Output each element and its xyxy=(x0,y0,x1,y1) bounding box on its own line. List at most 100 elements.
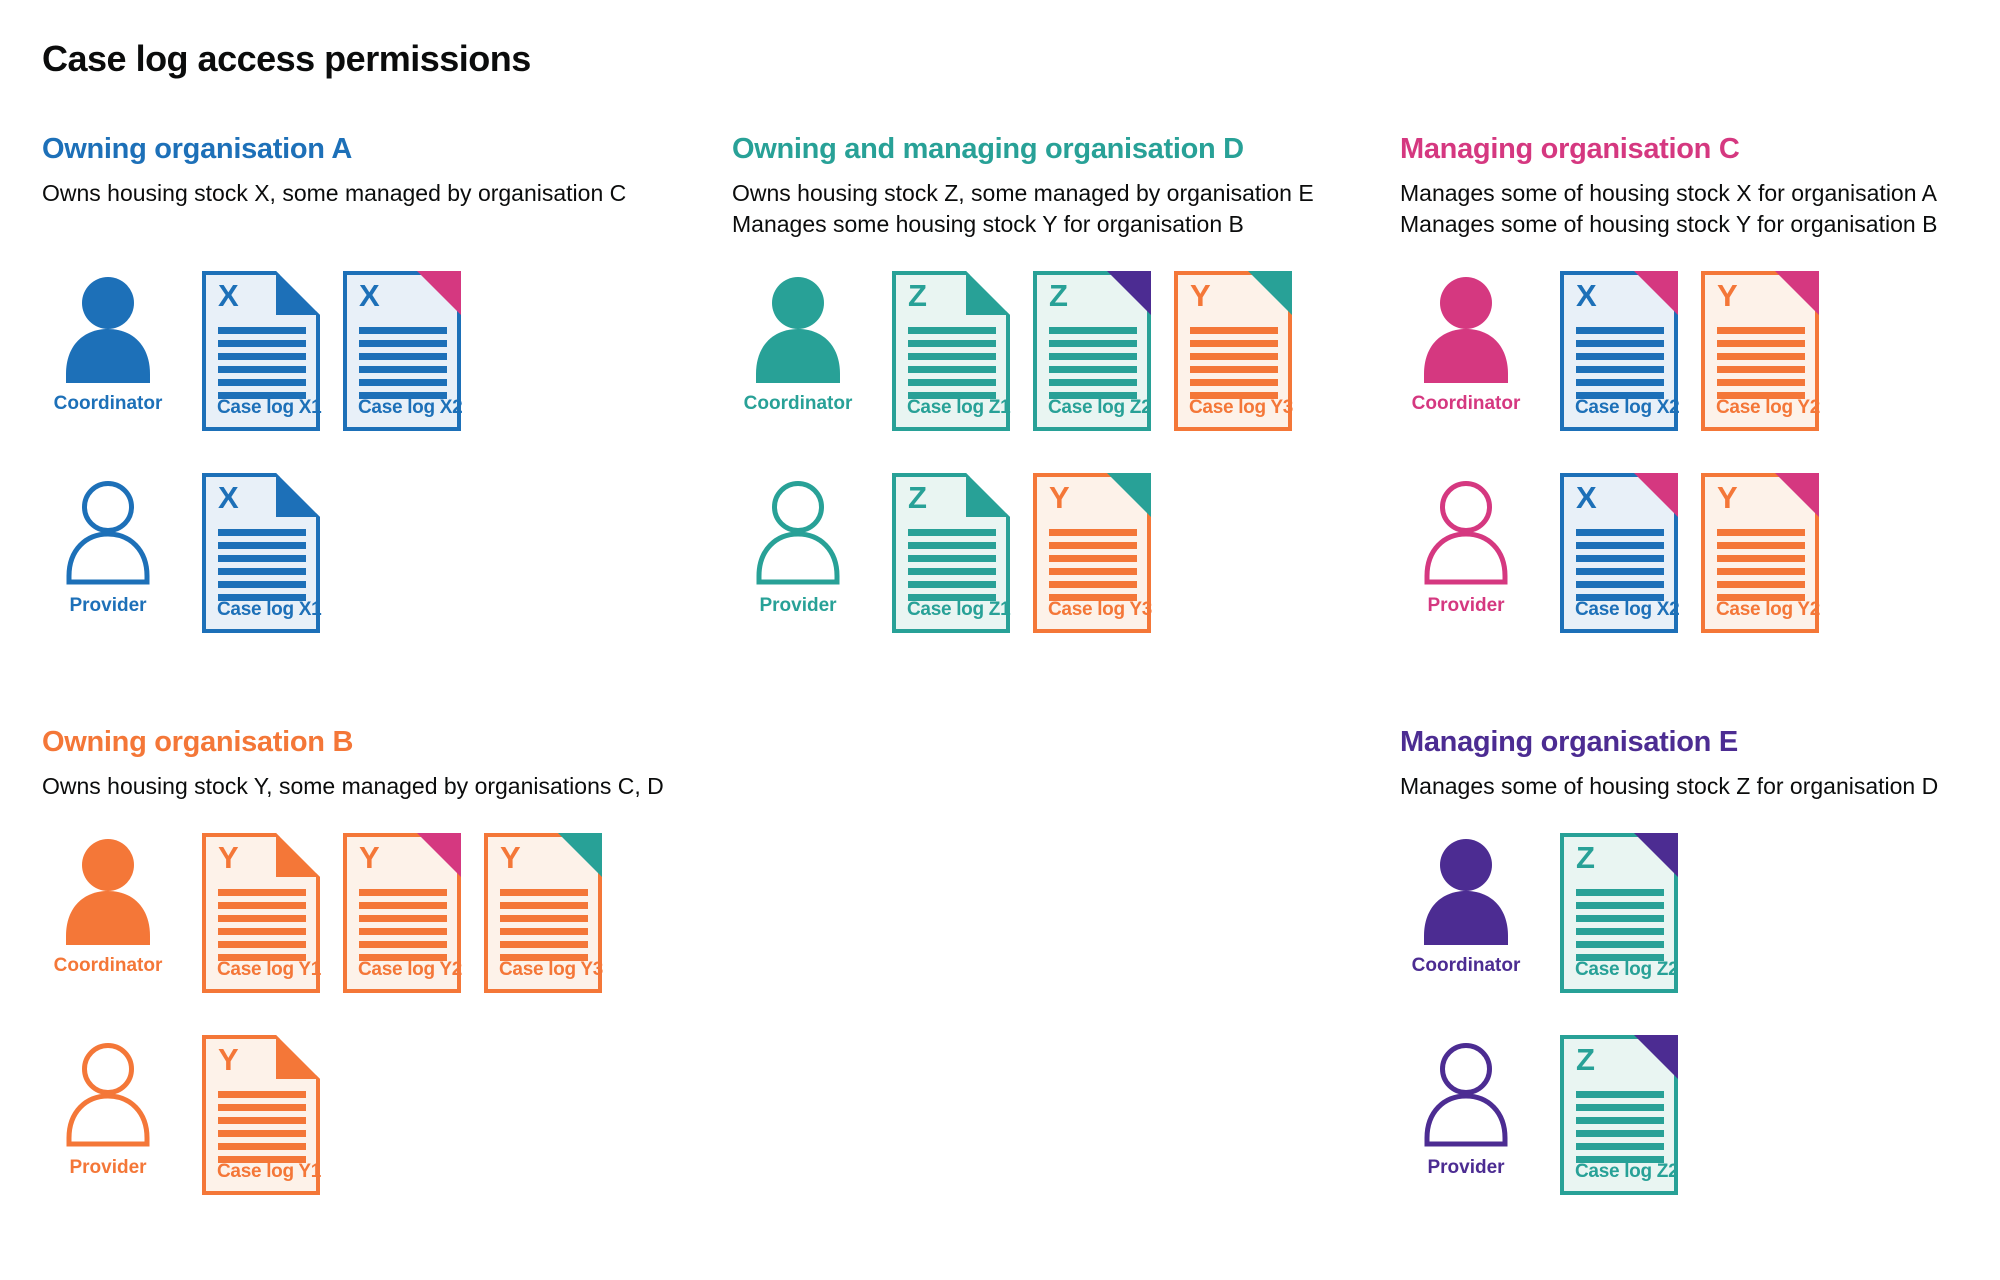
doc-line xyxy=(1576,1117,1664,1124)
doc-caption: Case log Z2 xyxy=(1048,397,1152,418)
doc-text-lines xyxy=(359,889,447,967)
coordinator-icon xyxy=(66,277,150,383)
doc-case-log-y2: Y Case log Y2 xyxy=(1701,271,1820,431)
section-owning-and-managing-organisation-d: Owning and managing organisation D Owns h… xyxy=(732,132,1397,633)
doc-caption: Case log Y3 xyxy=(499,959,604,980)
doc-line xyxy=(1576,366,1664,373)
doc-caption: Case log Y3 xyxy=(1048,599,1153,620)
doc-line xyxy=(908,555,996,562)
doc-line xyxy=(1576,941,1664,948)
doc-line xyxy=(1049,366,1137,373)
doc-line xyxy=(1576,1156,1664,1163)
section-owning-organisation-b: Owning organisation B Owns housing stock … xyxy=(42,725,707,1195)
doc-line xyxy=(1717,340,1805,347)
doc-line xyxy=(1576,915,1664,922)
doc-line xyxy=(1576,1130,1664,1137)
doc-line xyxy=(1049,392,1137,399)
doc-line xyxy=(1576,581,1664,588)
provider-figure: Provider xyxy=(42,473,174,617)
doc-case-log-z2: Z Case log Z2 xyxy=(1560,1035,1679,1195)
coordinator-figure: Coordinator xyxy=(1400,833,1532,977)
doc-line xyxy=(218,1091,306,1098)
doc-line xyxy=(1576,594,1664,601)
doc-case-log-x2: X Case log X2 xyxy=(1560,473,1680,633)
coordinator-row: Coordinator Z Case log Z2 xyxy=(1400,833,1701,993)
doc-line xyxy=(908,594,996,601)
provider-icon xyxy=(1424,481,1508,585)
folded-corner-icon xyxy=(966,271,1010,315)
doc-line xyxy=(1190,366,1278,373)
role-label: Coordinator xyxy=(1411,393,1521,414)
doc-letter: Y xyxy=(218,840,239,875)
doc-case-log-x2: X Case log X2 xyxy=(1560,271,1680,431)
managed-corner-icon xyxy=(1634,1035,1678,1079)
role-label: Coordinator xyxy=(743,393,853,414)
doc-case-log-y2: Y Case log Y2 xyxy=(1701,473,1820,633)
doc-line xyxy=(218,581,306,588)
doc-caption: Case log X2 xyxy=(1575,397,1680,418)
doc-text-lines xyxy=(218,889,306,967)
doc-line xyxy=(1049,594,1137,601)
doc-text-lines xyxy=(1190,327,1278,405)
provider-figure: Provider xyxy=(1400,473,1532,617)
doc-caption: Case log Y1 xyxy=(217,959,322,980)
doc-line xyxy=(1049,529,1137,536)
doc-line xyxy=(1717,392,1805,399)
doc-line xyxy=(1576,889,1664,896)
doc-letter: Y xyxy=(1190,278,1211,313)
folded-corner-icon xyxy=(966,473,1010,517)
folded-corner-icon xyxy=(276,1035,320,1079)
role-label: Coordinator xyxy=(53,955,163,976)
doc-line xyxy=(218,392,306,399)
managed-corner-icon xyxy=(1107,271,1151,315)
section-description-line: Manages some of housing stock X for orga… xyxy=(1400,180,1937,206)
doc-line xyxy=(359,889,447,896)
provider-row: Provider Z Case log Z2 xyxy=(1400,1035,1701,1195)
doc-line xyxy=(1717,353,1805,360)
role-label: Provider xyxy=(69,1157,147,1178)
doc-letter: Y xyxy=(1717,278,1738,313)
doc-caption: Case log X2 xyxy=(358,397,463,418)
doc-line xyxy=(359,353,447,360)
doc-line xyxy=(908,581,996,588)
doc-line xyxy=(1576,928,1664,935)
role-label: Provider xyxy=(69,595,147,616)
doc-line xyxy=(908,353,996,360)
doc-text-lines xyxy=(359,327,447,405)
role-label: Coordinator xyxy=(1411,955,1521,976)
managed-corner-icon xyxy=(1634,473,1678,517)
doc-line xyxy=(1717,529,1805,536)
doc-line xyxy=(1576,555,1664,562)
doc-line xyxy=(218,915,306,922)
doc-line xyxy=(218,954,306,961)
doc-text-lines xyxy=(500,889,588,967)
doc-line xyxy=(359,340,447,347)
doc-line xyxy=(1717,542,1805,549)
section-heading: Managing organisation E xyxy=(1400,726,1738,758)
doc-text-lines xyxy=(908,529,996,607)
managed-corner-icon xyxy=(1634,271,1678,315)
provider-figure: Provider xyxy=(732,473,864,617)
doc-line xyxy=(218,1156,306,1163)
doc-case-log-x1: X Case log X1 xyxy=(202,473,322,633)
doc-line xyxy=(218,568,306,575)
doc-line xyxy=(218,327,306,334)
doc-text-lines xyxy=(1576,327,1664,405)
doc-caption: Case log Y2 xyxy=(358,959,463,980)
section-heading: Owning and managing organisation D xyxy=(732,133,1244,165)
section-heading: Managing organisation C xyxy=(1400,133,1740,165)
doc-line xyxy=(218,529,306,536)
page-title: Case log access permissions xyxy=(42,38,531,79)
doc-line xyxy=(218,1143,306,1150)
doc-line xyxy=(1049,568,1137,575)
managed-corner-icon xyxy=(1775,473,1819,517)
doc-case-log-x1: X Case log X1 xyxy=(202,271,322,431)
doc-line xyxy=(359,954,447,961)
doc-caption: Case log Z2 xyxy=(1575,1161,1679,1182)
coordinator-figure: Coordinator xyxy=(42,833,174,977)
doc-line xyxy=(359,366,447,373)
doc-line xyxy=(908,542,996,549)
section-description-line: Owns housing stock Z, some managed by or… xyxy=(732,180,1314,206)
doc-line xyxy=(218,340,306,347)
coordinator-figure: Coordinator xyxy=(42,271,174,415)
